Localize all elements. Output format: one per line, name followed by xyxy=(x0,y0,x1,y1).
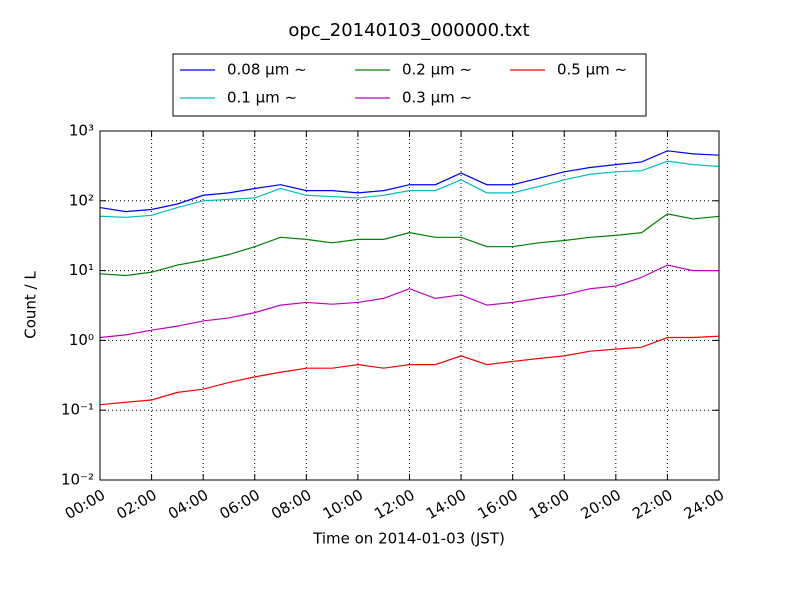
legend-label: 0.08 μm ∼ xyxy=(227,61,307,79)
series-line xyxy=(99,335,720,406)
series-line xyxy=(99,150,720,213)
plot-frame xyxy=(99,130,720,481)
y-tick-label: 10⁻¹ xyxy=(61,401,94,419)
legend-label: 0.2 μm ∼ xyxy=(402,61,472,79)
chart-title: opc_20140103_000000.txt xyxy=(288,20,529,41)
y-axis-label: Count / L xyxy=(22,271,40,339)
legend-box xyxy=(172,53,647,117)
legend-label: 0.1 μm ∼ xyxy=(227,89,297,107)
series-line xyxy=(99,160,720,218)
y-tick-label: 10⁰ xyxy=(69,331,94,349)
legend: 0.08 μm ∼ 0.1 μm ∼ 0.2 μm ∼ 0.3 μm ∼ 0.5 μm … xyxy=(180,61,627,107)
legend-label: 0.3 μm ∼ xyxy=(402,89,472,107)
y-tick-label: 10¹ xyxy=(69,261,94,279)
y-tick-label: 10² xyxy=(69,191,94,209)
y-tick-label: 10⁻² xyxy=(61,471,94,489)
series-line xyxy=(99,264,719,339)
series-line xyxy=(99,213,720,277)
y-tick-label: 10³ xyxy=(69,122,94,140)
x-axis-label: Time on 2014-01-03 (JST) xyxy=(312,530,505,548)
legend-label: 0.5 μm ∼ xyxy=(557,61,627,79)
